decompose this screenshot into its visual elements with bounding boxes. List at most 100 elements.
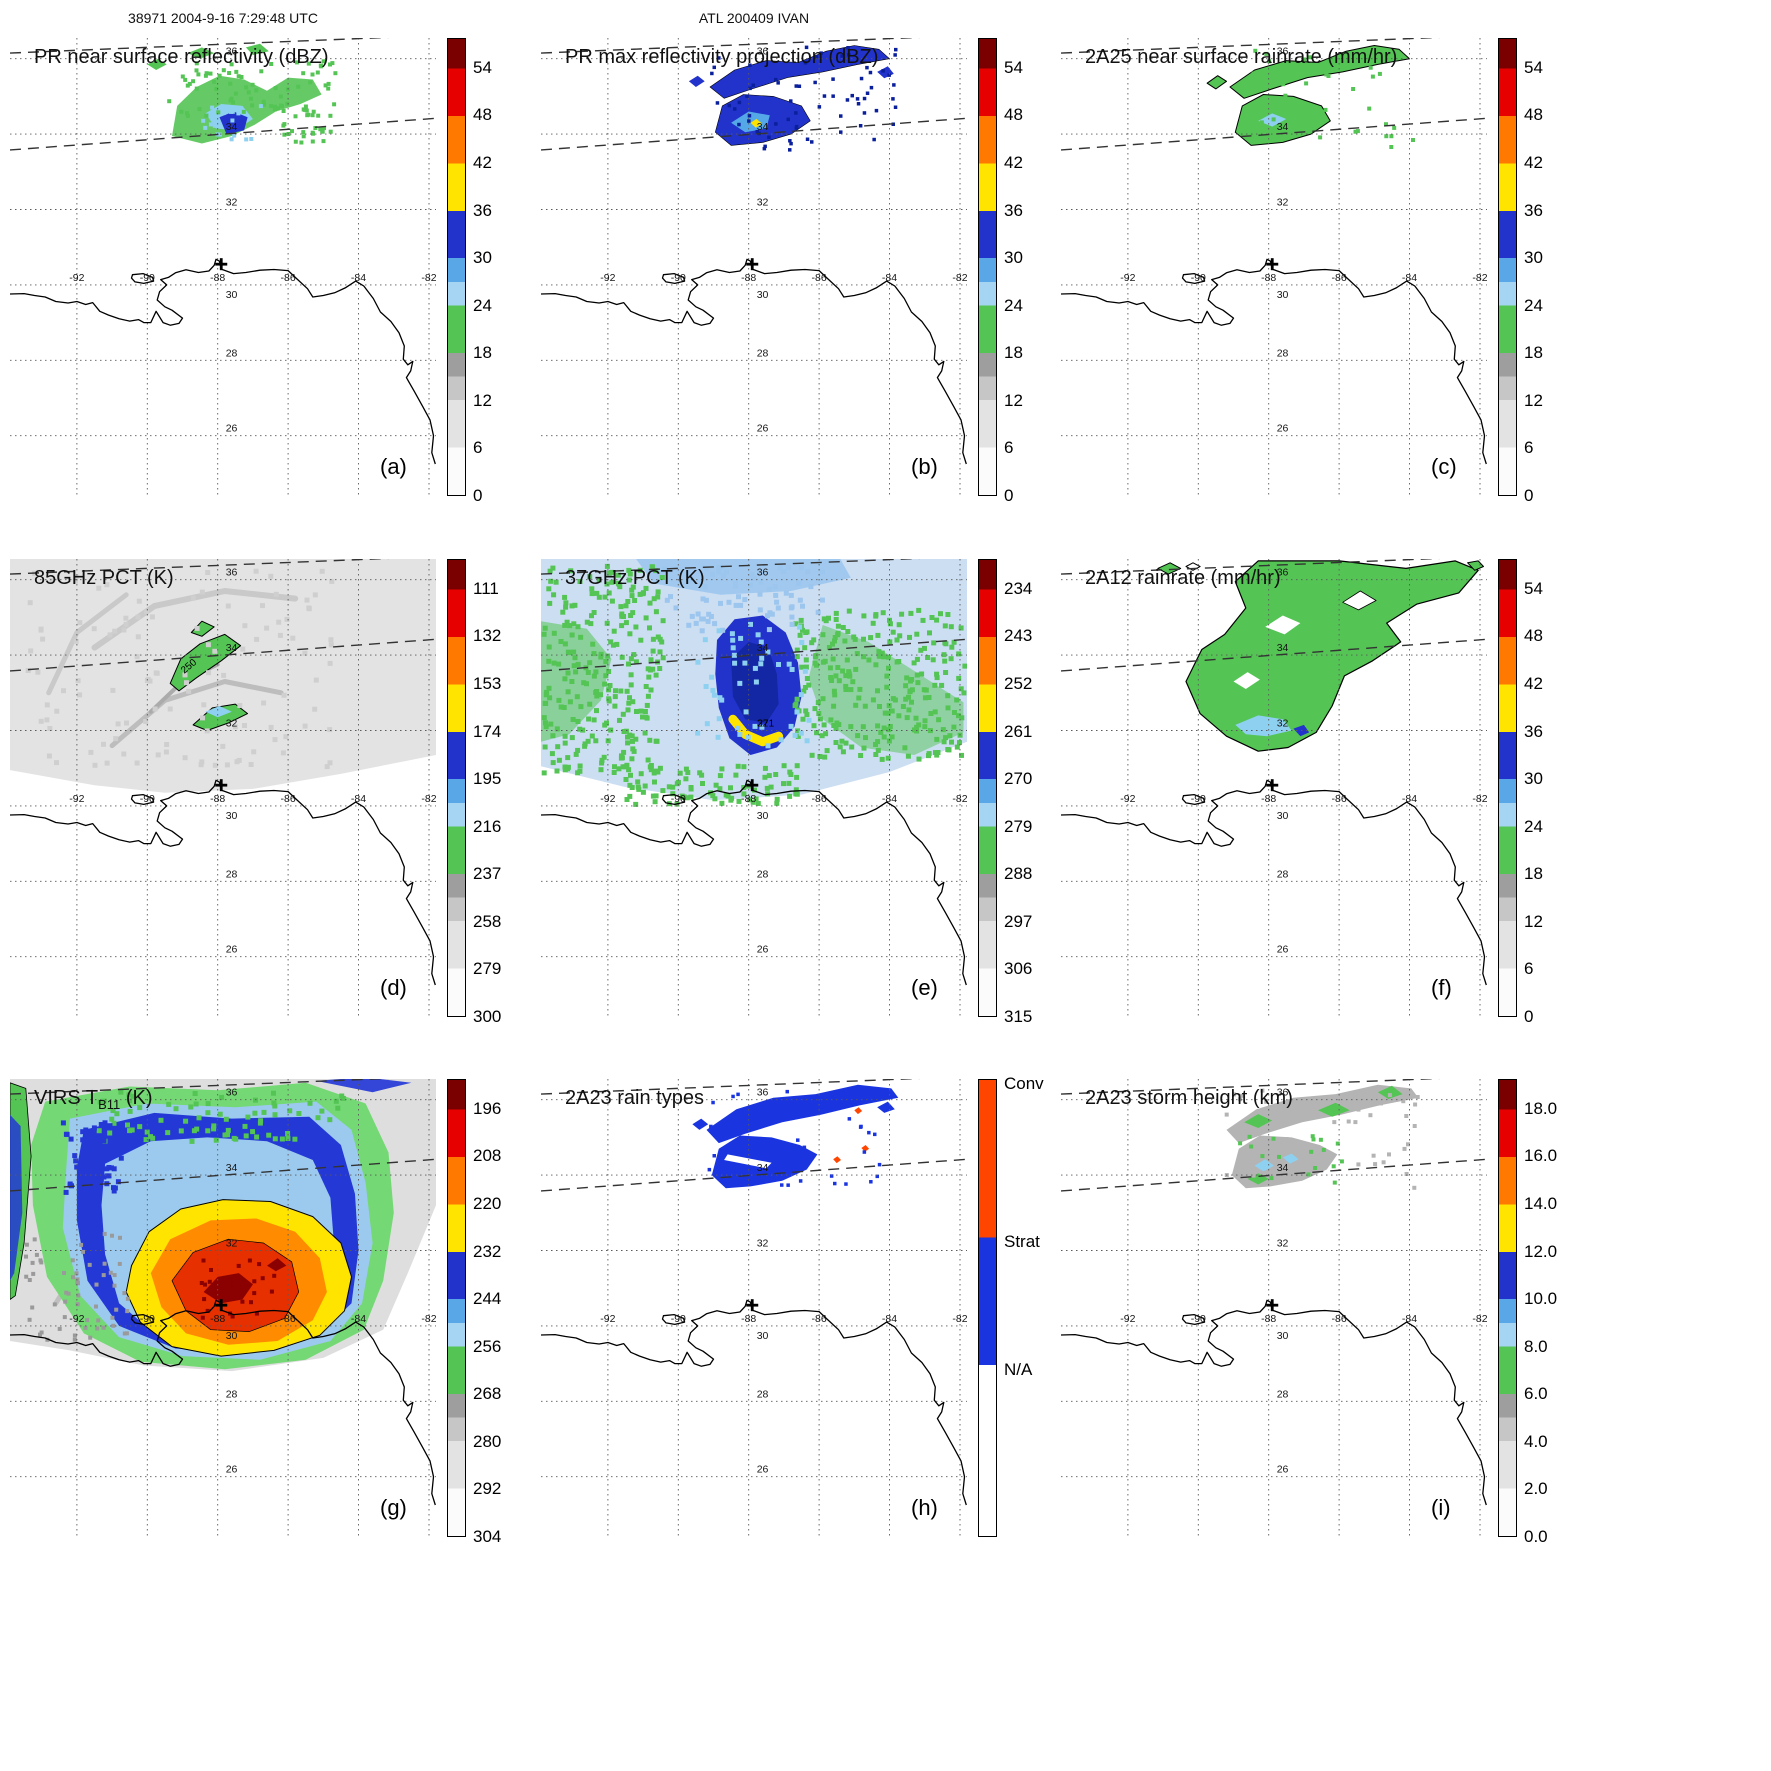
panel-f-title: 2A12 rainrate (mm/hr) — [1085, 567, 1281, 589]
colorbar-tick-label: 24 — [1524, 816, 1543, 836]
svg-text:26: 26 — [1277, 423, 1289, 435]
colorbar-i-ticks: 18.0 16.0 14.0 12.0 10.0 8.0 6.0 4.0 2.0 0.0 — [1524, 1079, 1594, 1545]
svg-text:36: 36 — [1277, 1087, 1289, 1099]
svg-text:26: 26 — [226, 423, 238, 435]
panel-a: -92 -90 -88 -86 -84 -82 26 28 30 32 34 36 PR near s… — [2, 30, 592, 550]
svg-text:-88: -88 — [741, 272, 756, 284]
colorbar-tick-label: 4.0 — [1524, 1431, 1548, 1451]
svg-text:30: 30 — [1277, 810, 1289, 822]
colorbar-tick-label: 14.0 — [1524, 1193, 1558, 1213]
svg-text:-90: -90 — [140, 272, 155, 284]
svg-text:32: 32 — [226, 718, 238, 730]
colorbar-tick-label: 306 — [1004, 959, 1033, 979]
panel-c: -92 -90 -88 -86 -84 -82 26 28 30 32 34 36 2A25 near… — [1053, 30, 1643, 550]
svg-text:-82: -82 — [952, 793, 967, 805]
colorbar-tick-label: 258 — [473, 911, 502, 931]
svg-text:-86: -86 — [812, 1313, 827, 1325]
svg-text:-84: -84 — [1402, 272, 1417, 284]
svg-text:28: 28 — [1277, 1388, 1289, 1400]
panel-d-letter: (d) — [380, 975, 407, 1000]
svg-text:-88: -88 — [210, 272, 225, 284]
panel-a-title: PR near surface reflectivity (dBZ) — [34, 46, 329, 68]
colorbar-tick-label: 232 — [473, 1241, 502, 1261]
svg-text:-84: -84 — [1402, 793, 1417, 805]
panel-i-letter: (i) — [1431, 1495, 1451, 1520]
colorbar-tick-label: 48 — [1004, 105, 1023, 125]
colorbar-tick-label: 36 — [1524, 721, 1543, 741]
panel-c-letter: (c) — [1431, 454, 1457, 479]
svg-text:-84: -84 — [882, 272, 897, 284]
colorbar-tick-label: 243 — [1004, 626, 1033, 646]
panel-b-letter: (b) — [911, 454, 938, 479]
map-h: -92 -90 -88 -86 -84 -82 26 28 30 32 34 36 — [541, 1079, 967, 1537]
svg-text:-88: -88 — [1261, 1313, 1276, 1325]
map-f: -92 -90 -88 -86 -84 -82 26 28 30 32 34 36 — [1061, 559, 1487, 1017]
colorbar-tick-label: 8.0 — [1524, 1336, 1548, 1356]
colorbar-tick-label: 0.0 — [1524, 1527, 1548, 1546]
svg-text:-86: -86 — [1332, 272, 1347, 284]
svg-text:34: 34 — [1277, 1162, 1289, 1174]
colorbar-tick-label: 36 — [473, 200, 492, 220]
colorbar-segment-label: Strat — [1004, 1232, 1040, 1251]
svg-text:26: 26 — [1277, 944, 1289, 956]
storm-name-header: ATL 200409 IVAN — [698, 10, 810, 26]
svg-text:-82: -82 — [421, 1313, 436, 1325]
colorbar-tick-label: 279 — [1004, 816, 1033, 836]
colorbar-a — [447, 38, 466, 496]
svg-text:36: 36 — [757, 567, 769, 579]
colorbar-tick-label: 30 — [1524, 248, 1543, 268]
colorbar-tick-label: 30 — [1524, 769, 1543, 789]
colorbar-tick-label: 54 — [1004, 57, 1023, 77]
colorbar-e — [978, 559, 997, 1017]
map-b: -92 -90 -88 -86 -84 -82 26 28 30 32 34 36 — [541, 38, 967, 496]
colorbar-tick-label: 280 — [473, 1431, 502, 1451]
svg-text:-90: -90 — [671, 1313, 686, 1325]
colorbar-h — [978, 1079, 997, 1537]
colorbar-tick-label: 220 — [473, 1193, 502, 1213]
svg-text:-92: -92 — [600, 793, 615, 805]
colorbar-d-ticks: 111 132 153 174 195 216 237 258 279 300 — [473, 559, 543, 1025]
panel-g-title-sub: B11 — [98, 1097, 121, 1112]
colorbar-f — [1498, 559, 1517, 1017]
colorbar-tick-label: 6 — [1004, 438, 1014, 458]
panel-b-title: PR max reflectivity projection (dBZ) — [565, 46, 879, 68]
svg-text:-88: -88 — [741, 793, 756, 805]
svg-text:28: 28 — [757, 868, 769, 880]
colorbar-tick-label: 48 — [473, 105, 492, 125]
colorbar-tick-label: 12 — [1004, 390, 1023, 410]
colorbar-c — [1498, 38, 1517, 496]
map-g: -92 -90 -88 -86 -84 -82 26 28 30 32 34 36 — [10, 1079, 436, 1537]
panel-g-title-post: (K) — [120, 1087, 153, 1109]
svg-text:34: 34 — [1277, 121, 1289, 133]
colorbar-tick-label: 6 — [1524, 438, 1534, 458]
svg-text:-84: -84 — [351, 272, 366, 284]
svg-text:-86: -86 — [281, 272, 296, 284]
colorbar-tick-label: 304 — [473, 1527, 502, 1546]
svg-text:-90: -90 — [671, 793, 686, 805]
svg-text:-86: -86 — [281, 793, 296, 805]
colorbar-tick-label: 54 — [1524, 57, 1543, 77]
colorbar-tick-label: 12 — [473, 390, 492, 410]
panel-i-title: 2A23 storm height (km) — [1085, 1087, 1293, 1109]
svg-text:34: 34 — [757, 1162, 769, 1174]
svg-text:-88: -88 — [1261, 272, 1276, 284]
svg-text:-82: -82 — [952, 1313, 967, 1325]
svg-text:-88: -88 — [741, 1313, 756, 1325]
panel-g-title: VIRS TB11 (K) — [34, 1087, 152, 1112]
svg-text:30: 30 — [757, 1330, 769, 1342]
svg-text:-88: -88 — [1261, 793, 1276, 805]
colorbar-b-ticks: 54 48 42 36 30 24 18 12 6 0 — [1004, 38, 1074, 504]
svg-text:28: 28 — [226, 1388, 238, 1400]
colorbar-tick-label: 54 — [1524, 578, 1543, 598]
svg-text:32: 32 — [226, 1238, 238, 1250]
colorbar-tick-label: 270 — [1004, 769, 1033, 789]
panel-e: -92 -90 -88 -86 -84 -82 26 28 30 32 34 36 271 37GHz … — [533, 551, 1123, 1071]
svg-text:28: 28 — [757, 1388, 769, 1400]
svg-text:-90: -90 — [1191, 793, 1206, 805]
svg-text:-92: -92 — [600, 272, 615, 284]
svg-text:36: 36 — [1277, 46, 1289, 58]
panel-b: -92 -90 -88 -86 -84 -82 26 28 30 32 34 36 PR max re… — [533, 30, 1123, 550]
panel-h: -92 -90 -88 -86 -84 -82 26 28 30 32 34 36 2A23 rain… — [533, 1071, 1123, 1591]
panel-g-letter: (g) — [380, 1495, 407, 1520]
colorbar-tick-label: 315 — [1004, 1007, 1033, 1026]
